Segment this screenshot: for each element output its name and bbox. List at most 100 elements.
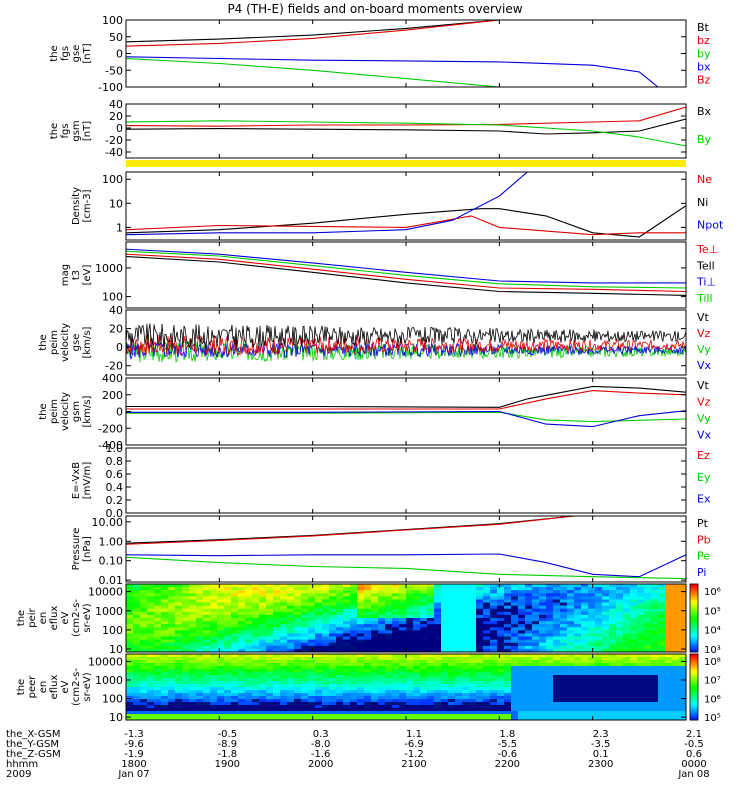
spectrogram-cell: [574, 648, 582, 652]
y-tick-label: 0.4: [106, 481, 124, 494]
y-axis-label-line: sr-eV): [82, 603, 93, 632]
spectrogram-cell: [658, 630, 666, 635]
spectrogram-cell: [490, 666, 498, 670]
spectrogram-cell: [574, 666, 582, 670]
spectrogram-cell: [399, 714, 407, 718]
y-axis-label-line: [nT]: [82, 121, 93, 141]
spectrogram-cell: [161, 645, 169, 650]
spectrogram-cell: [357, 633, 365, 638]
spectrogram-cell: [616, 590, 624, 594]
spectrogram-cell: [175, 633, 183, 638]
spectrogram-cell: [245, 645, 253, 650]
spectrogram-cell: [385, 711, 393, 715]
spectrogram-cell: [287, 660, 295, 664]
spectrogram-cell: [392, 605, 400, 610]
spectrogram-cell: [532, 621, 540, 625]
spectrogram-cell: [581, 678, 589, 682]
spectrogram-cell: [161, 639, 169, 644]
spectrogram-cell: [658, 596, 666, 601]
spectrogram-cell: [546, 678, 554, 682]
spectrogram-cell: [658, 684, 666, 688]
spectrogram-cell: [609, 614, 617, 619]
colorbar-step: [690, 608, 698, 612]
spectrogram-cell: [392, 599, 400, 604]
spectrogram-cell: [574, 708, 582, 712]
spectrogram-cell: [560, 621, 568, 625]
spectrogram-cell: [301, 654, 309, 658]
spectrogram-cell: [490, 636, 498, 641]
spectrogram-cell: [196, 660, 204, 664]
y-tick-label: 10: [109, 711, 123, 724]
spectrogram-cell: [350, 584, 358, 588]
spectrogram-cell: [581, 714, 589, 718]
spectrogram-cell: [574, 633, 582, 638]
spectrogram-cell: [462, 618, 470, 622]
spectrogram-cell: [441, 681, 449, 685]
spectrogram-cell: [658, 687, 666, 691]
spectrogram-cell: [637, 654, 645, 658]
spectrogram-cell: [469, 608, 477, 613]
spectrogram-cell: [616, 669, 624, 673]
spectrogram-cell: [560, 611, 568, 616]
spectrogram-cell: [504, 608, 512, 613]
spectrogram-cell: [567, 657, 575, 661]
spectrogram-cell: [567, 624, 575, 628]
spectrogram-cell: [133, 696, 141, 700]
colorbar-step: [690, 584, 698, 587]
spectrogram-cell: [294, 633, 302, 638]
legend-entry: Vz: [697, 327, 711, 340]
spectrogram-cell: [588, 675, 596, 679]
spectrogram-cell: [231, 693, 239, 697]
spectrogram-cell: [637, 590, 645, 594]
spectrogram-cell: [665, 624, 673, 628]
spectrogram-cell: [210, 666, 218, 670]
spectrogram-cell: [679, 630, 686, 635]
spectrogram-cell: [154, 590, 162, 594]
spectrogram-cell: [609, 687, 617, 691]
spectrogram-cell: [154, 648, 162, 652]
spectrogram-cell: [231, 596, 239, 601]
spectrogram-cell: [497, 587, 505, 591]
spectrogram-cell: [252, 596, 260, 601]
colorbar-step: [690, 667, 698, 670]
spectrogram-cell: [567, 627, 575, 631]
spectrogram-cell: [343, 690, 351, 694]
spectrogram-cell: [287, 687, 295, 691]
spectrogram-cell: [469, 611, 477, 616]
spectrogram-cell: [574, 687, 582, 691]
spectrogram-cell: [630, 636, 638, 641]
spectrogram-cell: [441, 602, 449, 607]
spectrogram-cell: [350, 639, 358, 644]
spectrogram-cell: [588, 666, 596, 670]
spectrogram-cell: [231, 602, 239, 607]
spectrogram-cell: [504, 678, 512, 682]
spectrogram-cell: [427, 621, 435, 625]
spectrogram-cell: [616, 690, 624, 694]
spectrogram-cell: [154, 599, 162, 604]
spectrogram-cell: [658, 605, 666, 610]
spectrogram-cell: [630, 599, 638, 604]
spectrogram-cell: [637, 605, 645, 610]
spectrogram-cell: [602, 699, 610, 703]
spectrogram-cell: [133, 618, 141, 622]
spectrogram-cell: [301, 660, 309, 664]
spectrogram-cell: [238, 593, 246, 597]
spectrogram-cell: [140, 711, 148, 715]
spectrogram-cell: [658, 699, 666, 703]
spectrogram-cell: [364, 636, 372, 641]
spectrogram-cell: [189, 639, 197, 644]
spectrogram-cell: [497, 663, 505, 667]
spectrogram-cell: [189, 624, 197, 628]
spectrogram-cell: [616, 584, 624, 588]
spectrogram-cell: [343, 605, 351, 610]
spectrogram-cell: [182, 596, 190, 601]
spectrogram-cell: [441, 702, 449, 706]
legend-entry: Till: [696, 292, 713, 305]
spectrogram-cell: [420, 593, 428, 597]
spectrogram-cell: [364, 699, 372, 703]
spectrogram-cell: [343, 608, 351, 613]
spectrogram-cell: [483, 599, 491, 604]
spectrogram-cell: [448, 714, 456, 718]
spectrogram-cell: [168, 587, 176, 591]
spectrogram-cell: [448, 702, 456, 706]
